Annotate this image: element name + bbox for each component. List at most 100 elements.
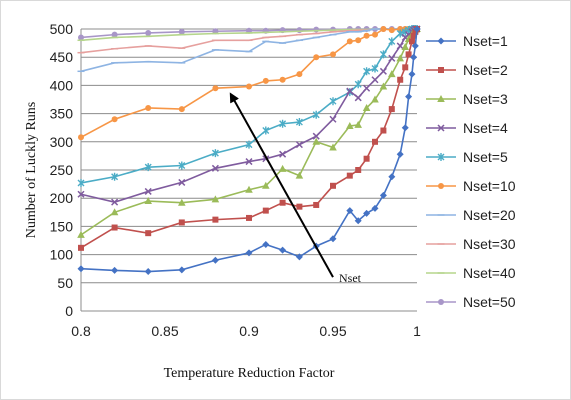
data-point xyxy=(313,54,320,61)
data-point xyxy=(245,185,253,193)
data-point xyxy=(144,163,152,172)
data-point xyxy=(144,268,152,276)
legend-item: Nset=30 xyxy=(426,236,516,252)
axes xyxy=(80,29,417,312)
data-point xyxy=(110,208,119,216)
data-point xyxy=(363,84,371,92)
x-tick-label: 0.95 xyxy=(319,323,346,339)
data-point xyxy=(211,164,219,172)
data-point xyxy=(405,93,413,101)
data-point xyxy=(262,181,270,189)
data-point xyxy=(363,32,370,39)
y-tick-label: 50 xyxy=(57,275,73,291)
series-line xyxy=(80,28,418,273)
data-point xyxy=(78,134,84,141)
legend-label: Nset=1 xyxy=(463,33,508,49)
data-point xyxy=(329,235,337,243)
data-point xyxy=(354,94,362,102)
y-tick-label: 450 xyxy=(50,49,74,65)
y-tick-label: 400 xyxy=(50,77,74,93)
series-group xyxy=(77,25,421,276)
y-axis-title: Number of Luckly Runs xyxy=(24,102,39,238)
x-tick-label: 0.9 xyxy=(239,323,259,339)
legend-item: Nset=40 xyxy=(426,265,516,281)
data-point xyxy=(437,37,445,45)
data-point xyxy=(144,187,152,195)
data-point xyxy=(245,249,253,257)
data-point xyxy=(380,127,387,134)
data-point xyxy=(245,140,253,149)
data-point xyxy=(380,26,387,32)
data-point xyxy=(354,120,362,128)
data-point xyxy=(401,124,409,132)
legend-label: Nset=5 xyxy=(463,149,508,165)
annotation: Nset xyxy=(229,92,362,285)
data-point xyxy=(408,70,416,78)
data-point xyxy=(330,182,336,189)
data-point xyxy=(379,50,387,59)
data-point xyxy=(279,150,287,158)
x-tick-label: 1 xyxy=(413,323,421,339)
data-point xyxy=(396,29,404,38)
data-point xyxy=(396,54,404,62)
data-point xyxy=(354,80,362,89)
data-point xyxy=(77,230,85,238)
data-point xyxy=(396,150,404,158)
legend-item: Nset=2 xyxy=(426,62,508,78)
data-point xyxy=(371,76,379,84)
series-nset-1 xyxy=(77,25,421,276)
data-point xyxy=(411,42,419,50)
data-point xyxy=(397,26,404,32)
data-point xyxy=(77,265,85,273)
data-point xyxy=(371,64,379,73)
data-point xyxy=(363,209,371,217)
data-point xyxy=(262,240,270,248)
data-point xyxy=(245,158,253,166)
legend-item: Nset=1 xyxy=(426,33,508,49)
data-point xyxy=(355,167,362,173)
series-nset-10 xyxy=(78,26,420,141)
data-point xyxy=(396,42,404,50)
data-point xyxy=(329,115,337,123)
x-tick-label: 0.85 xyxy=(151,323,178,339)
data-point xyxy=(438,299,444,305)
data-point xyxy=(145,29,152,36)
data-point xyxy=(388,173,396,181)
data-point xyxy=(246,214,252,221)
data-point xyxy=(355,37,362,44)
nset-arrow xyxy=(229,92,334,278)
series-line xyxy=(80,28,417,203)
data-point xyxy=(388,70,396,78)
data-point xyxy=(211,195,220,203)
data-point xyxy=(246,83,252,90)
x-axis-title: Temperature Reduction Factor xyxy=(164,366,335,381)
data-point xyxy=(312,132,320,140)
legend-item: Nset=20 xyxy=(426,207,516,223)
data-point xyxy=(346,38,353,45)
data-point xyxy=(178,198,186,206)
data-point xyxy=(295,253,303,261)
data-point xyxy=(397,76,404,83)
data-point xyxy=(78,34,84,41)
data-point xyxy=(363,67,371,76)
data-point xyxy=(437,124,445,132)
data-point xyxy=(279,119,287,128)
y-tick-label: 500 xyxy=(50,21,74,37)
data-point xyxy=(388,37,396,46)
data-point xyxy=(212,216,219,223)
data-point xyxy=(262,77,269,84)
data-point xyxy=(371,95,379,103)
data-point xyxy=(278,164,287,172)
data-point xyxy=(410,53,418,61)
series-nset-2 xyxy=(78,26,420,251)
legend-item: Nset=10 xyxy=(426,178,516,194)
data-point xyxy=(437,153,445,161)
data-point xyxy=(178,106,185,113)
data-point xyxy=(296,27,303,34)
data-point xyxy=(346,87,354,95)
data-point xyxy=(295,171,304,179)
data-point xyxy=(295,141,303,149)
data-point xyxy=(111,172,119,181)
data-point xyxy=(279,199,286,206)
